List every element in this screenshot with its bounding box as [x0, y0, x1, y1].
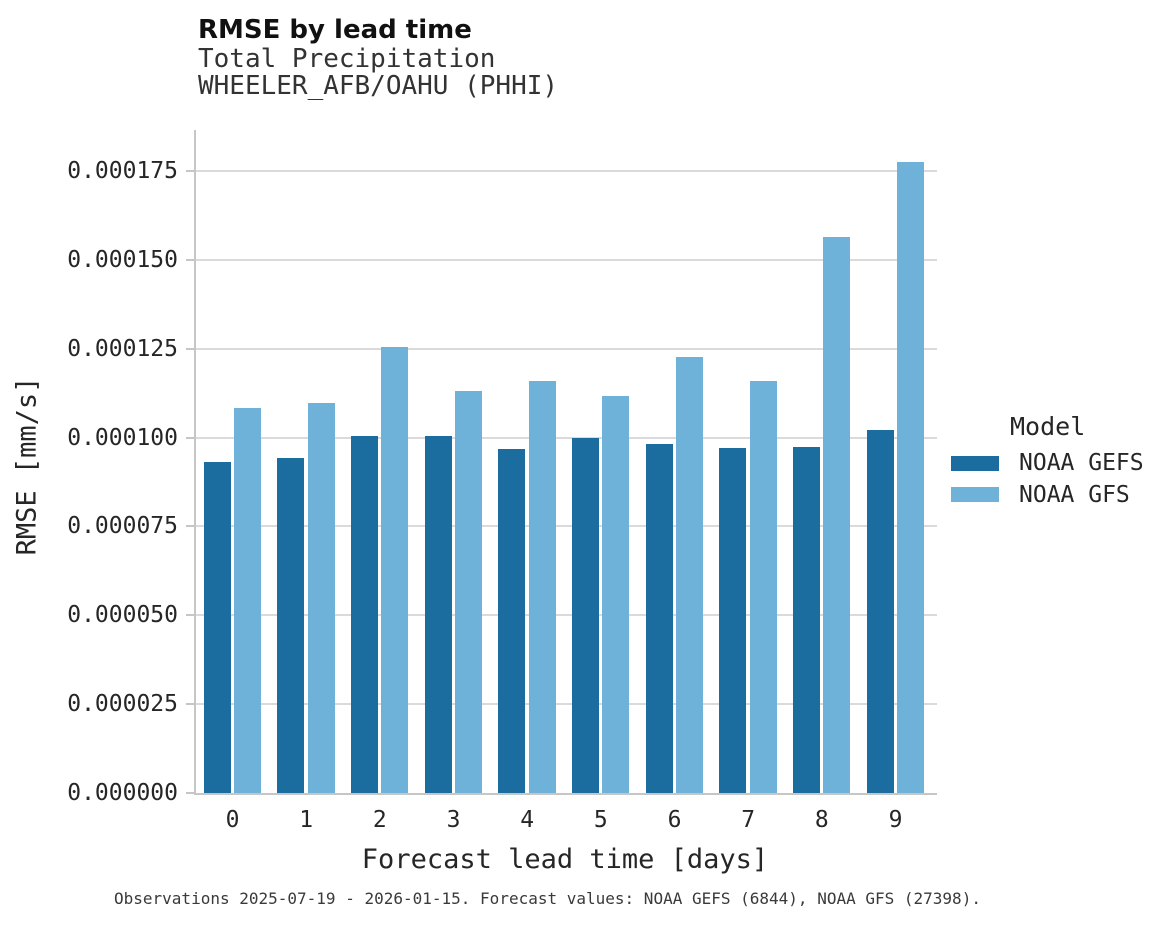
y-tick-label: 0.000175	[67, 158, 178, 184]
y-axis-spine	[194, 130, 196, 795]
bar-noaa-gfs-day-6	[676, 357, 704, 793]
y-tick-label: 0.000000	[67, 780, 178, 806]
legend-label-noaa-gefs: NOAA GEFS	[1019, 450, 1144, 476]
legend-swatch-noaa-gefs	[951, 456, 999, 471]
bar-noaa-gfs-day-3	[455, 391, 482, 793]
bar-noaa-gfs-day-4	[528, 381, 556, 793]
x-tick-label: 3	[446, 807, 461, 833]
y-tick-mark	[186, 703, 194, 706]
gridline-0.000050	[194, 614, 937, 617]
y-tick-label: 0.000125	[67, 335, 178, 362]
x-tick-label: 9	[888, 807, 903, 833]
y-tick-label: 0.000050	[67, 602, 178, 629]
bar-noaa-gefs-day-8	[792, 446, 820, 793]
gridline-0.000075	[194, 525, 937, 528]
bar-noaa-gefs-day-7	[719, 447, 747, 793]
bar-noaa-gefs-day-0	[203, 462, 231, 793]
bar-noaa-gefs-day-1	[277, 457, 305, 793]
bar-noaa-gefs-day-5	[571, 437, 599, 793]
gridline-0.000025	[194, 703, 937, 706]
bar-noaa-gefs-day-2	[350, 436, 378, 793]
y-tick-label: 0.000150	[67, 246, 178, 273]
bar-noaa-gfs-day-1	[307, 403, 335, 793]
bar-noaa-gefs-day-9	[866, 430, 894, 793]
y-tick-label: 0.000075	[67, 513, 178, 540]
legend-swatch-noaa-gfs	[951, 487, 999, 502]
y-tick-label: 0.000100	[67, 424, 178, 451]
gridline-0.000100	[194, 436, 937, 439]
x-tick-label: 8	[814, 807, 829, 833]
y-tick-mark	[186, 436, 194, 439]
x-tick-label: 0	[225, 807, 240, 833]
x-tick-label: 6	[667, 807, 682, 833]
x-axis-spine	[194, 793, 937, 795]
y-tick-mark	[186, 525, 194, 528]
figure-subtitle-line1: Total Precipitation	[198, 44, 496, 74]
bar-noaa-gfs-day-7	[749, 381, 777, 793]
bar-noaa-gfs-day-2	[381, 346, 409, 793]
bar-noaa-gfs-day-0	[234, 408, 261, 793]
y-tick-mark	[186, 614, 194, 617]
y-tick-mark	[186, 258, 194, 261]
bar-noaa-gfs-day-9	[897, 162, 925, 793]
gridline-0.000125	[194, 347, 937, 350]
x-tick-label: 2	[372, 807, 387, 833]
legend-title: Model	[1010, 412, 1086, 441]
legend-label-noaa-gfs: NOAA GFS	[1019, 482, 1130, 508]
bar-noaa-gefs-day-3	[424, 436, 452, 793]
gridline-0.000175	[194, 170, 937, 172]
bar-noaa-gfs-day-8	[823, 237, 851, 793]
figure-subtitle-line2: WHEELER_AFB/OAHU (PHHI)	[198, 71, 559, 101]
y-tick-mark	[186, 792, 194, 794]
gridline-0.000150	[194, 258, 937, 261]
y-tick-mark	[186, 347, 194, 350]
y-tick-mark	[186, 170, 194, 172]
x-tick-label: 4	[520, 807, 535, 833]
bar-noaa-gefs-day-6	[645, 444, 673, 793]
bar-noaa-gfs-day-5	[602, 395, 630, 793]
x-tick-label: 1	[299, 807, 314, 833]
x-tick-label: 5	[593, 807, 608, 833]
bar-noaa-gefs-day-4	[498, 448, 526, 793]
figure-caption: Observations 2025-07-19 - 2026-01-15. Fo…	[114, 889, 981, 908]
y-tick-label: 0.000025	[67, 691, 178, 718]
x-tick-label: 7	[741, 807, 756, 833]
figure-title: RMSE by lead time	[198, 15, 472, 45]
x-axis-title: Forecast lead time [days]	[361, 844, 769, 875]
